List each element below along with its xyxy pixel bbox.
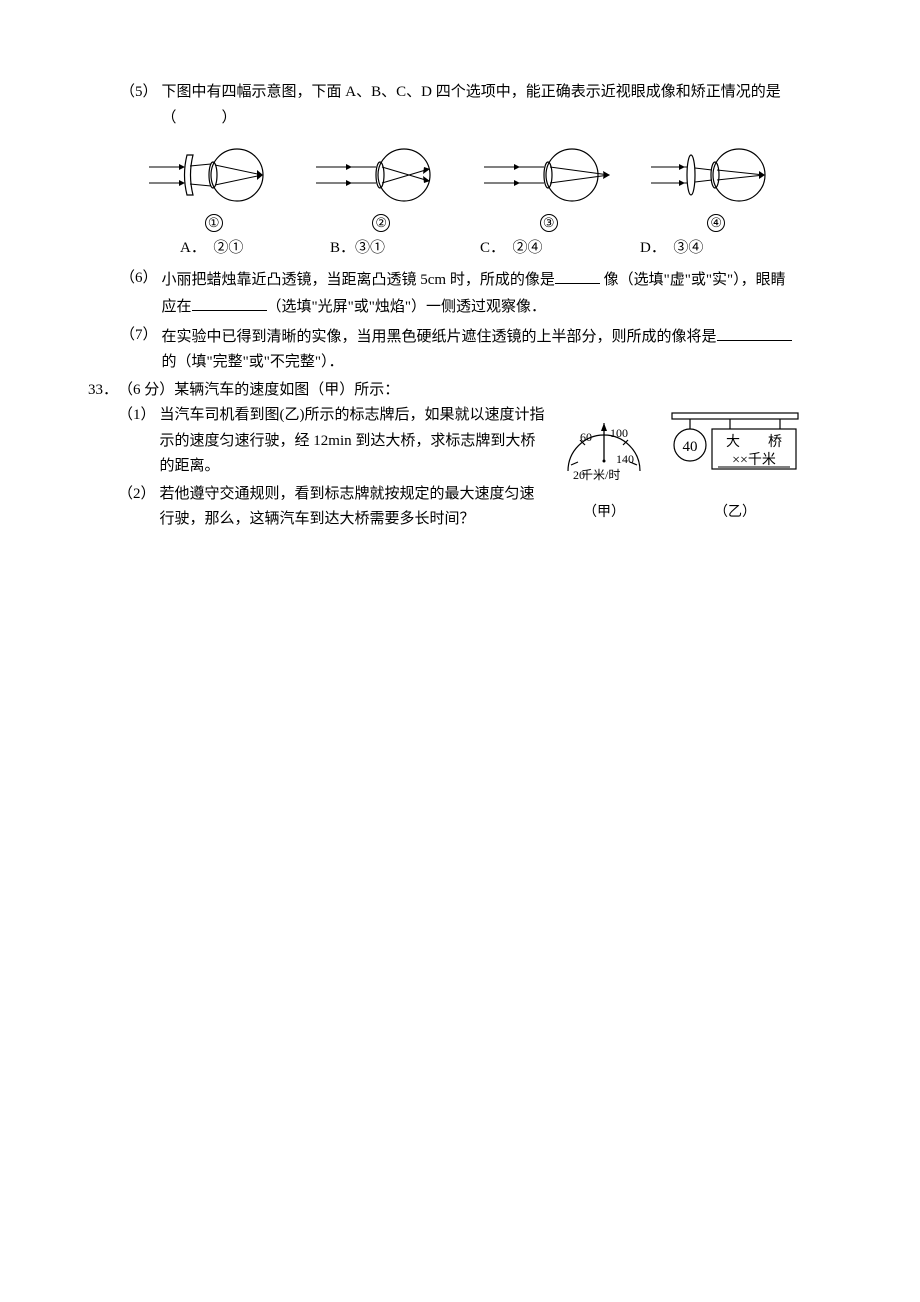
- sub5-text: 下图中有四幅示意图，下面 A、B、C、D 四个选项中，能正确表示近视眼成像和矫正…: [162, 80, 800, 131]
- option-c: C． ②④: [480, 236, 630, 262]
- q33-sub2-text: 若他遵守交通规则，看到标志牌就按规定的最大速度匀速行驶，那么，这辆汽车到达大桥需…: [160, 482, 546, 533]
- sub7-num: （7）: [120, 323, 158, 376]
- speed-limit: 40: [683, 439, 698, 455]
- option-d: D． ③④: [640, 236, 790, 262]
- sub5-num: （5）: [120, 80, 158, 131]
- speedometer-unit: 千米/时: [581, 468, 620, 482]
- option-b: B．③①: [330, 236, 480, 262]
- eye-diagram-1: ①: [149, 143, 279, 232]
- q33-sub1-num: （1）: [118, 403, 156, 480]
- tick-140: 140: [616, 452, 634, 466]
- diagram-label-2: ②: [372, 214, 390, 232]
- sub6-part3: （选填"光屏"或"烛焰"）一侧透过观察像．: [267, 299, 547, 315]
- blank-1: [555, 266, 600, 284]
- blank-3: [717, 323, 792, 341]
- sign-figure: 40 大 桥 ××千米 （乙）: [670, 407, 800, 525]
- sub6-content: 小丽把蜡烛靠近凸透镜，当距离凸透镜 5cm 时，所成的像是 像（选填"虚"或"实…: [162, 266, 800, 321]
- q32-sub7: （7） 在实验中已得到清晰的实像，当用黑色硬纸片遮住透镜的上半部分，则所成的像将…: [120, 323, 800, 376]
- q33-sub2-num: （2）: [118, 482, 156, 533]
- diagram-label-4: ④: [707, 214, 725, 232]
- q33-sub1-text: 当汽车司机看到图(乙)所示的标志牌后，如果就以速度计指示的速度匀速行驶，经 12…: [160, 403, 546, 480]
- sign-line1: 大 桥: [726, 434, 782, 450]
- q32-sub5: （5） 下图中有四幅示意图，下面 A、B、C、D 四个选项中，能正确表示近视眼成…: [120, 80, 800, 131]
- blank-2: [192, 293, 267, 311]
- options-row: A． ②① B．③① C． ②④ D． ③④: [180, 236, 800, 262]
- sub7-content: 在实验中已得到清晰的实像，当用黑色硬纸片遮住透镜的上半部分，则所成的像将是的（填…: [162, 323, 800, 376]
- eye-diagram-4: ④: [651, 143, 781, 232]
- eye-diagram-3: ③: [484, 143, 614, 232]
- caption-right: （乙）: [714, 501, 756, 525]
- q33: 33． （6 分）某辆汽车的速度如图（甲）所示： （1） 当汽车司机看到图(乙)…: [88, 378, 800, 535]
- eye-diagram-2: ②: [316, 143, 446, 232]
- diagram-label-3: ③: [540, 214, 558, 232]
- q33-figures: 20 60 100 140 千米/时 （甲）: [558, 407, 800, 525]
- caption-left: （甲）: [583, 501, 625, 525]
- q33-num: 33．: [88, 378, 118, 535]
- tick-60: 60: [580, 430, 592, 444]
- sub6-part1: 小丽把蜡烛靠近凸透镜，当距离凸透镜 5cm 时，所成的像是: [162, 272, 555, 288]
- sub6-num: （6）: [120, 266, 158, 321]
- tick-100: 100: [610, 426, 628, 440]
- sub7-part2: 的（填"完整"或"不完整"）．: [162, 354, 344, 370]
- speedometer-figure: 20 60 100 140 千米/时 （甲）: [558, 407, 650, 525]
- sign-line2: ××千米: [732, 452, 776, 468]
- q33-header: （6 分）某辆汽车的速度如图（甲）所示：: [118, 378, 800, 404]
- diagram-label-1: ①: [205, 214, 223, 232]
- sub7-part1: 在实验中已得到清晰的实像，当用黑色硬纸片遮住透镜的上半部分，则所成的像将是: [162, 329, 717, 345]
- q33-text-block: （1） 当汽车司机看到图(乙)所示的标志牌后，如果就以速度计指示的速度匀速行驶，…: [118, 403, 546, 535]
- q32-sub6: （6） 小丽把蜡烛靠近凸透镜，当距离凸透镜 5cm 时，所成的像是 像（选填"虚…: [120, 266, 800, 321]
- eye-diagrams-row: ① ②: [130, 143, 800, 232]
- option-a: A． ②①: [180, 236, 330, 262]
